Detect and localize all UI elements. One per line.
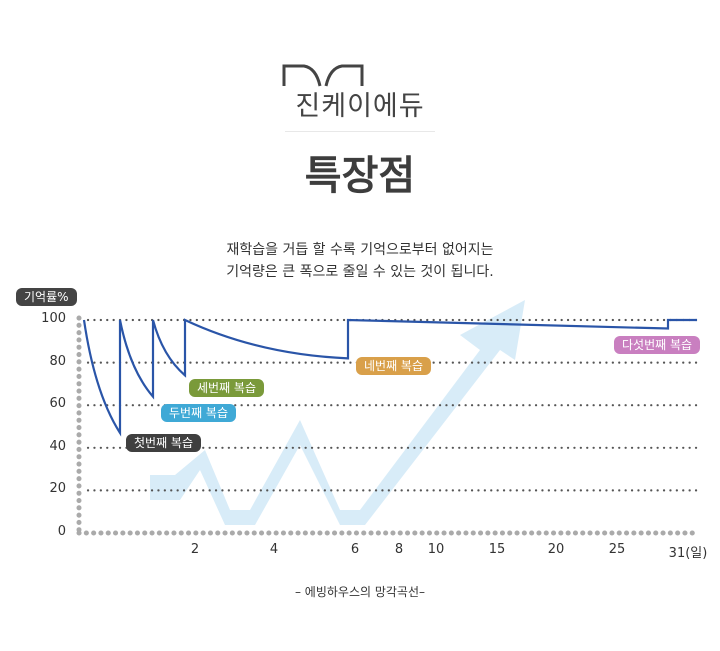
- x-tick-label: 20: [547, 542, 565, 557]
- open-book-icon: [282, 64, 364, 87]
- review-label: 세번째 복습: [189, 379, 265, 397]
- y-tick-label: 100: [41, 311, 66, 326]
- review-label: 네번째 복습: [356, 357, 432, 375]
- x-tick-label: 2: [190, 542, 200, 557]
- y-tick-label: 0: [57, 524, 66, 539]
- review-label: 두번째 복습: [161, 404, 237, 422]
- y-tick-label: 20: [49, 481, 66, 497]
- x-tick-label: 6: [350, 542, 360, 557]
- x-tick-label: 8: [394, 542, 404, 557]
- x-tick-label: 31(일): [668, 546, 708, 561]
- brand-name: 진케이에듀: [295, 91, 425, 122]
- x-tick-label: 4: [269, 542, 279, 557]
- y-tick-label: 60: [49, 396, 66, 412]
- x-tick-label: 15: [488, 542, 506, 557]
- review-label: 다섯번째 복습: [614, 336, 701, 354]
- page-title: 특장점: [304, 153, 416, 199]
- y-axis-label: 기억률%: [16, 288, 77, 306]
- y-tick-label: 40: [49, 438, 66, 454]
- subtitle-line-1: 재학습을 거듭 할 수록 기억으로부터 없어지는: [226, 242, 494, 258]
- subtitle-line-2: 기억량은 큰 폭으로 줄일 수 있는 것이 됩니다.: [226, 264, 494, 280]
- x-tick-label: 10: [427, 542, 445, 557]
- review-label: 첫번째 복습: [126, 434, 202, 452]
- divider: [285, 131, 435, 132]
- background-arrow: [150, 300, 525, 525]
- y-tick-label: 80: [49, 353, 66, 369]
- x-tick-label: 25: [608, 542, 626, 557]
- series-line: [82, 318, 697, 437]
- chart-caption: – 에빙하우스의 망각곡선–: [294, 585, 426, 599]
